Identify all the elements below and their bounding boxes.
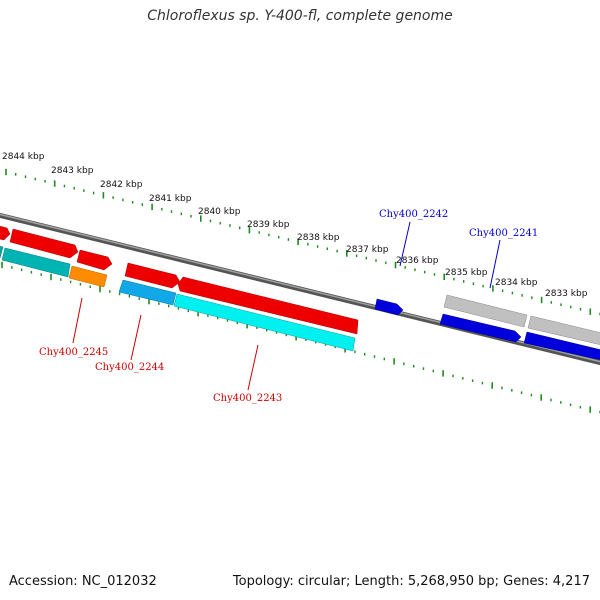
upper-scale-track <box>5 168 600 316</box>
gene-chy400-2243-forward[interactable] <box>177 276 359 335</box>
kbp-label: 2839 kbp <box>247 220 290 230</box>
kbp-label: 2842 kbp <box>100 180 143 190</box>
kbp-label: 2834 kbp <box>495 278 538 288</box>
kbp-label: 2843 kbp <box>51 166 94 176</box>
gene-label-2244[interactable]: Chy400_2244 <box>95 362 164 373</box>
gene-chy400-2243-reverse[interactable] <box>173 293 356 352</box>
accession-text: Accession: NC_012032 <box>9 574 157 589</box>
kbp-scale-labels: 2844 kbp 2843 kbp 2842 kbp 2841 kbp 2840… <box>2 152 588 299</box>
gene-label-2241[interactable]: Chy400_2241 <box>469 228 538 239</box>
highlighted-genes <box>374 294 600 362</box>
genome-backbone <box>0 212 600 366</box>
forward-strand-genes <box>0 225 359 335</box>
kbp-label: 2844 kbp <box>2 152 45 162</box>
callout-line-2244 <box>130 314 142 361</box>
kbp-label: 2837 kbp <box>346 245 389 255</box>
callout-line-2242 <box>399 221 411 267</box>
kbp-label: 2840 kbp <box>198 207 241 217</box>
gene-callouts <box>72 221 501 391</box>
gene-reverse-cds[interactable] <box>1 247 71 278</box>
genome-backbone-highlight <box>0 213 600 363</box>
kbp-label: 2833 kbp <box>545 289 588 299</box>
gene-forward-cds[interactable] <box>124 262 181 289</box>
callout-line-2241 <box>489 239 501 289</box>
gene-label-2242[interactable]: Chy400_2242 <box>379 209 448 220</box>
gene-forward-cds[interactable] <box>76 249 113 271</box>
gene-forward-cds[interactable] <box>9 228 79 259</box>
kbp-label: 2838 kbp <box>297 233 340 243</box>
callout-line-2243 <box>247 344 259 391</box>
gene-label-2243[interactable]: Chy400_2243 <box>213 393 282 404</box>
gene-pseudo-gray[interactable] <box>443 294 528 328</box>
gene-chy400-2241[interactable] <box>439 313 522 343</box>
gene-forward-cds[interactable] <box>0 225 11 241</box>
kbp-label: 2835 kbp <box>445 268 488 278</box>
gene-blue-right[interactable] <box>523 331 600 362</box>
kbp-label: 2841 kbp <box>149 194 192 204</box>
gene-labels: Chy400_2242 Chy400_2241 Chy400_2245 Chy4… <box>39 209 538 404</box>
gene-chy400-2245[interactable] <box>68 265 108 288</box>
gene-pseudo-gray[interactable] <box>527 315 600 347</box>
callout-line-2245 <box>72 297 83 344</box>
gene-label-2245[interactable]: Chy400_2245 <box>39 347 108 358</box>
gene-reverse-cds[interactable] <box>0 245 4 259</box>
gene-chy400-2244[interactable] <box>118 279 177 306</box>
kbp-label: 2836 kbp <box>396 256 439 266</box>
topology-summary: Topology: circular; Length: 5,268,950 bp… <box>232 574 590 589</box>
reverse-strand-genes <box>0 245 356 352</box>
gene-chy400-2242[interactable] <box>374 298 404 316</box>
map-title: Chloroflexus sp. Y-400-fl, complete geno… <box>147 8 453 24</box>
